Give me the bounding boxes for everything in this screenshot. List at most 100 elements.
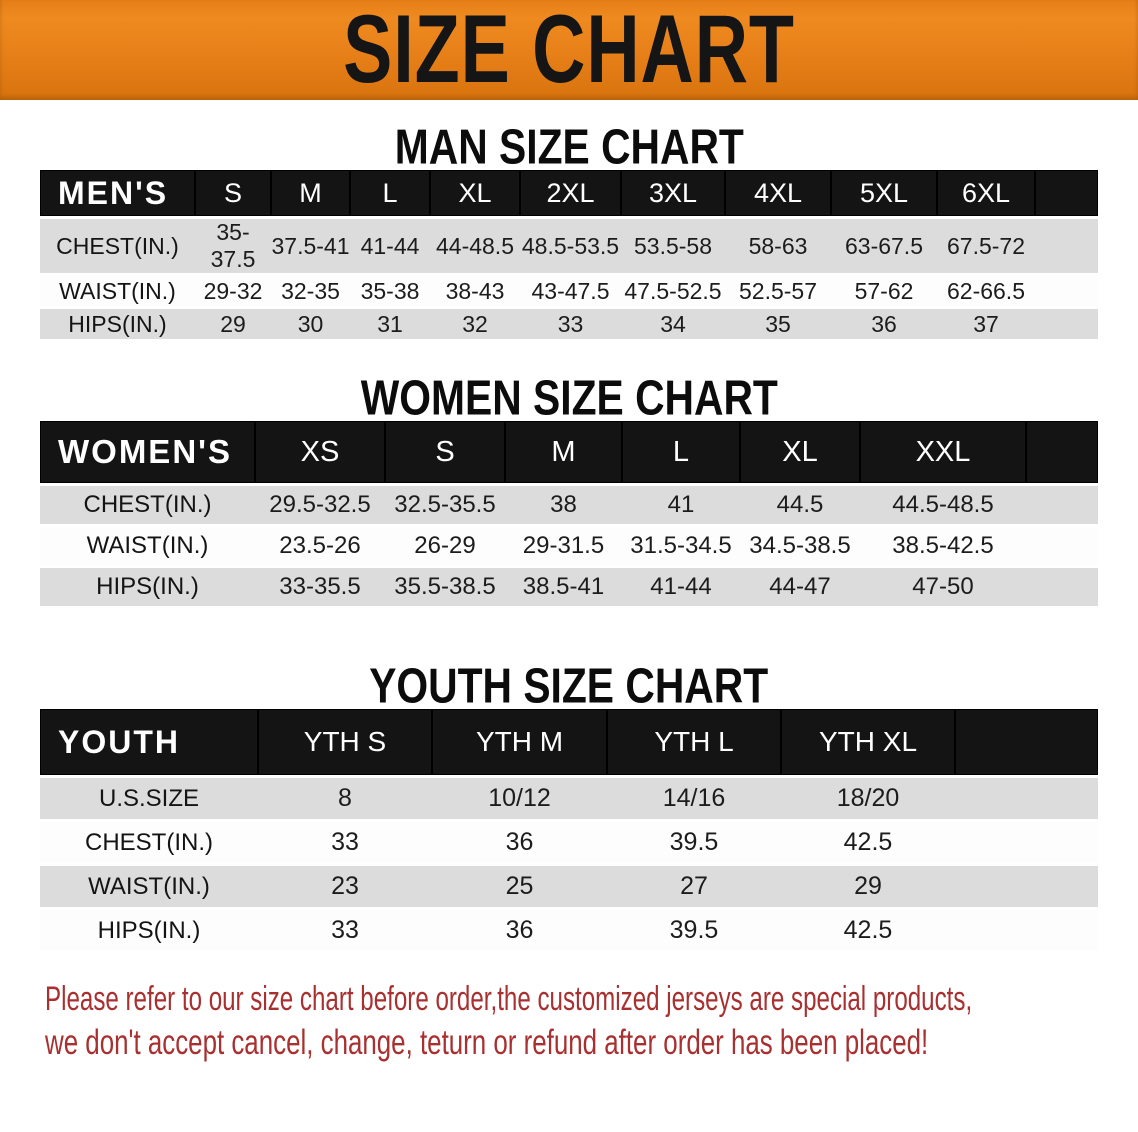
- measurement-value: 37.5-41: [271, 216, 350, 273]
- measurement-value: 32-35: [271, 273, 350, 306]
- disclaimer-note: Please refer to our size chart before or…: [45, 977, 1138, 1065]
- man-section-title: MAN SIZE CHART: [0, 120, 1138, 175]
- row-label: HIPS(IN.): [40, 306, 195, 339]
- women-header-spacer: [1026, 421, 1098, 483]
- women-section-title-text: WOMEN SIZE CHART: [360, 371, 778, 426]
- measurement-value: 44.5: [740, 483, 860, 524]
- measurement-value: 29.5-32.5: [255, 483, 385, 524]
- youth-size-col-xl: YTH XL: [781, 709, 955, 775]
- disclaimer-line-2: we don't accept cancel, change, teturn o…: [45, 1021, 1138, 1065]
- measurement-value: 35-38: [350, 273, 430, 306]
- measurement-value: 32: [430, 306, 520, 339]
- row-spacer: [1035, 273, 1098, 306]
- measurement-value: 57-62: [831, 273, 937, 306]
- men-size-col-5xl: 5XL: [831, 170, 937, 216]
- row-label: U.S.SIZE: [40, 775, 258, 819]
- measurement-value: 29-31.5: [505, 524, 622, 565]
- measurement-value: 41-44: [622, 565, 740, 606]
- row-spacer: [955, 907, 1098, 951]
- measurement-value: 35: [725, 306, 831, 339]
- measurement-value: 63-67.5: [831, 216, 937, 273]
- disclaimer-line-2-text: we don't accept cancel, change, teturn o…: [45, 1023, 929, 1062]
- row-label: WAIST(IN.): [40, 273, 195, 306]
- women-header-row: WOMEN'S XS S M L XL XXL: [40, 421, 1098, 483]
- women-size-table: WOMEN'S XS S M L XL XXL CHEST(IN.) 29.5-…: [40, 421, 1098, 606]
- measurement-value: 44.5-48.5: [860, 483, 1026, 524]
- measurement-value: 39.5: [607, 819, 781, 863]
- measurement-value: 36: [831, 306, 937, 339]
- row-spacer: [955, 775, 1098, 819]
- youth-size-table: YOUTH YTH S YTH M YTH L YTH XL U.S.SIZE …: [40, 709, 1098, 951]
- measurement-value: 31: [350, 306, 430, 339]
- row-spacer: [1026, 524, 1098, 565]
- measurement-value: 36: [432, 907, 607, 951]
- measurement-value: 26-29: [385, 524, 505, 565]
- measurement-value: 52.5-57: [725, 273, 831, 306]
- measurement-value: 33: [258, 819, 432, 863]
- men-header-row: MEN'S S M L XL 2XL 3XL 4XL 5XL 6XL: [40, 170, 1098, 216]
- measurement-value: 43-47.5: [520, 273, 621, 306]
- women-size-col-s: S: [385, 421, 505, 483]
- measurement-value: 37: [937, 306, 1035, 339]
- youth-header-spacer: [955, 709, 1098, 775]
- measurement-value: 25: [432, 863, 607, 907]
- measurement-value: 42.5: [781, 819, 955, 863]
- youth-chest-row: CHEST(IN.) 33 36 39.5 42.5: [40, 819, 1098, 863]
- measurement-value: 44-47: [740, 565, 860, 606]
- measurement-value: 47.5-52.5: [621, 273, 725, 306]
- measurement-value: 23.5-26: [255, 524, 385, 565]
- measurement-value: 23: [258, 863, 432, 907]
- women-hips-row: HIPS(IN.) 33-35.5 35.5-38.5 38.5-41 41-4…: [40, 565, 1098, 606]
- measurement-value: 29: [195, 306, 271, 339]
- disclaimer-line-1: Please refer to our size chart before or…: [45, 977, 1138, 1021]
- youth-section-title-text: YOUTH SIZE CHART: [369, 659, 769, 714]
- men-size-col-3xl: 3XL: [621, 170, 725, 216]
- measurement-value: 41-44: [350, 216, 430, 273]
- women-chest-row: CHEST(IN.) 29.5-32.5 32.5-35.5 38 41 44.…: [40, 483, 1098, 524]
- measurement-value: 35.5-38.5: [385, 565, 505, 606]
- measurement-value: 53.5-58: [621, 216, 725, 273]
- measurement-value: 30: [271, 306, 350, 339]
- measurement-value: 29: [781, 863, 955, 907]
- measurement-value: 8: [258, 775, 432, 819]
- measurement-value: 62-66.5: [937, 273, 1035, 306]
- youth-size-col-m: YTH M: [432, 709, 607, 775]
- row-label: CHEST(IN.): [40, 216, 195, 273]
- men-size-col-2xl: 2XL: [520, 170, 621, 216]
- banner-title: SIZE CHART: [343, 0, 795, 104]
- measurement-value: 33: [258, 907, 432, 951]
- measurement-value: 44-48.5: [430, 216, 520, 273]
- measurement-value: 41: [622, 483, 740, 524]
- women-size-col-xs: XS: [255, 421, 385, 483]
- measurement-value: 38.5-42.5: [860, 524, 1026, 565]
- men-size-col-4xl: 4XL: [725, 170, 831, 216]
- women-size-col-xl: XL: [740, 421, 860, 483]
- women-waist-row: WAIST(IN.) 23.5-26 26-29 29-31.5 31.5-34…: [40, 524, 1098, 565]
- disclaimer-line-1-text: Please refer to our size chart before or…: [45, 980, 973, 1018]
- youth-waist-row: WAIST(IN.) 23 25 27 29: [40, 863, 1098, 907]
- measurement-value: 33: [520, 306, 621, 339]
- row-spacer: [1035, 216, 1098, 273]
- men-chest-row: CHEST(IN.) 35-37.5 37.5-41 41-44 44-48.5…: [40, 216, 1098, 273]
- measurement-value: 34: [621, 306, 725, 339]
- youth-ussize-row: U.S.SIZE 8 10/12 14/16 18/20: [40, 775, 1098, 819]
- youth-header-label: YOUTH: [40, 709, 258, 775]
- men-size-col-l: L: [350, 170, 430, 216]
- row-spacer: [955, 863, 1098, 907]
- youth-size-col-s: YTH S: [258, 709, 432, 775]
- row-label: WAIST(IN.): [40, 863, 258, 907]
- youth-section-title: YOUTH SIZE CHART: [0, 659, 1138, 714]
- men-hips-row: HIPS(IN.) 29 30 31 32 33 34 35 36 37: [40, 306, 1098, 339]
- youth-hips-row: HIPS(IN.) 33 36 39.5 42.5: [40, 907, 1098, 951]
- measurement-value: 27: [607, 863, 781, 907]
- men-header-spacer: [1035, 170, 1098, 216]
- man-section-title-text: MAN SIZE CHART: [394, 120, 744, 175]
- measurement-value: 18/20: [781, 775, 955, 819]
- measurement-value: 29-32: [195, 273, 271, 306]
- size-chart-banner: SIZE CHART: [0, 0, 1138, 103]
- measurement-value: 42.5: [781, 907, 955, 951]
- row-label: HIPS(IN.): [40, 565, 255, 606]
- row-label: CHEST(IN.): [40, 819, 258, 863]
- measurement-value: 36: [432, 819, 607, 863]
- youth-header-row: YOUTH YTH S YTH M YTH L YTH XL: [40, 709, 1098, 775]
